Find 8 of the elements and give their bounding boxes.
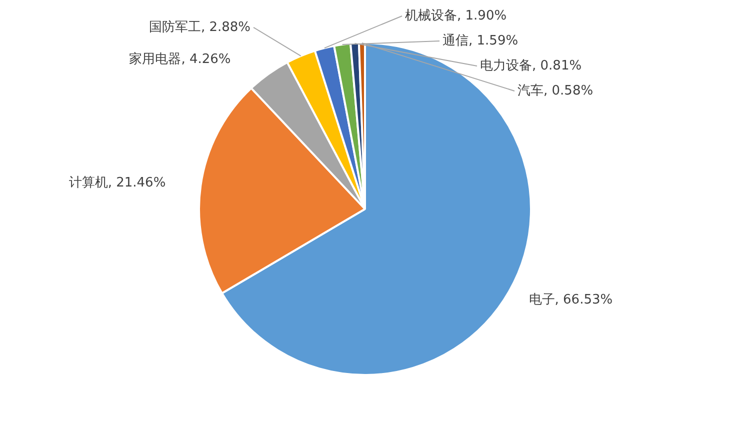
slice-label: 家用电器, 4.26%	[129, 50, 231, 67]
slice-label: 计算机, 21.46%	[68, 175, 166, 190]
slice-label: 国防军工, 2.88%	[148, 20, 251, 35]
slice-label: 电力设备, 0.81%	[480, 58, 582, 74]
slice-label: 汽车, 0.58%	[518, 83, 594, 98]
slice-label: 电子, 66.53%	[528, 292, 613, 308]
slice-label: 机械设备, 1.90%	[405, 8, 507, 24]
slice-label: 通信, 1.59%	[442, 33, 518, 48]
